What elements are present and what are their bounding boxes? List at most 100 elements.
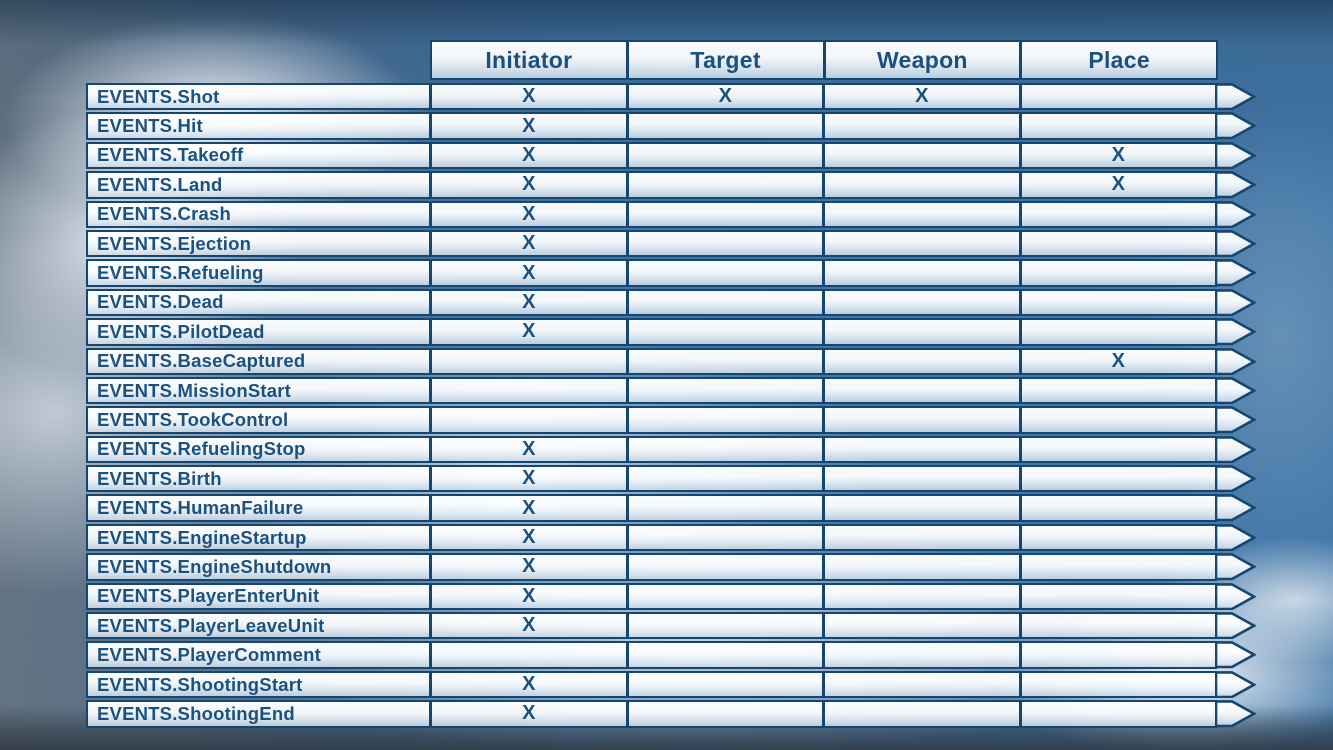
- row-arrow-tip-icon: [1216, 200, 1256, 228]
- table-row: EVENTS.TookControl: [86, 406, 1256, 434]
- mark-cell-target: [625, 320, 823, 344]
- mark-cell-initiator: X: [429, 173, 626, 197]
- mark-cell-weapon: [822, 643, 1019, 667]
- event-name-label: EVENTS.PilotDead: [97, 320, 265, 342]
- mark-cell-weapon: [822, 202, 1019, 226]
- mark-cell-weapon: [822, 614, 1019, 638]
- table-row: EVENTS.HumanFailure X: [86, 494, 1256, 522]
- mark-cell-place: X: [1018, 143, 1216, 168]
- mark-cell-place: [1018, 85, 1216, 109]
- row-arrow-tip-icon: [1216, 435, 1256, 463]
- mark-cell-initiator: X: [429, 290, 626, 315]
- mark-cell-target: [625, 261, 823, 285]
- mark-cell-target: [625, 614, 823, 638]
- row-banner: EVENTS.Crash X: [86, 200, 1218, 228]
- row-arrow-tip-icon: [1216, 230, 1256, 258]
- row-arrow-tip-icon: [1216, 112, 1256, 140]
- row-arrow-tip-icon: [1216, 494, 1256, 522]
- event-name-label: EVENTS.ShootingEnd: [97, 702, 295, 724]
- event-name-label: EVENTS.BaseCaptured: [97, 350, 306, 372]
- mark-cell-place: [1018, 437, 1216, 462]
- table-row: EVENTS.Ejection X: [86, 229, 1256, 258]
- event-name-label: EVENTS.Ejection: [97, 232, 252, 254]
- event-name-label: EVENTS.Dead: [97, 291, 224, 313]
- event-name-label: EVENTS.Takeoff: [97, 144, 244, 166]
- mark-cell-place: X: [1018, 349, 1216, 373]
- row-arrow-tip-icon: [1216, 259, 1256, 287]
- mark-cell-target: [625, 143, 823, 168]
- row-banner: EVENTS.PlayerLeaveUnit X: [86, 612, 1218, 640]
- mark-cell-place: [1018, 614, 1216, 638]
- mark-cell-place: [1018, 202, 1216, 226]
- mark-cell-place: [1018, 525, 1216, 550]
- row-banner: EVENTS.ShootingStart X: [86, 670, 1218, 699]
- mark-cell-place: [1018, 378, 1216, 403]
- column-header-target: Target: [625, 42, 823, 78]
- mark-cell-place: [1018, 643, 1216, 667]
- mark-cell-place: [1018, 584, 1216, 609]
- mark-cell-target: [625, 408, 823, 432]
- mark-cell-weapon: [822, 349, 1019, 373]
- mark-cell-weapon: [822, 437, 1019, 462]
- row-banner: EVENTS.PlayerEnterUnit X: [86, 582, 1218, 611]
- mark-cell-initiator: X: [429, 85, 626, 109]
- mark-cell-weapon: X: [822, 85, 1019, 109]
- mark-cell-place: [1018, 261, 1216, 285]
- mark-cell-initiator: X: [429, 555, 626, 579]
- event-name-label: EVENTS.RefuelingStop: [97, 438, 306, 460]
- mark-cell-weapon: [822, 143, 1019, 168]
- table-row: EVENTS.RefuelingStop X: [86, 435, 1256, 464]
- row-banner: EVENTS.Takeoff X X: [86, 141, 1218, 170]
- mark-cell-weapon: [822, 467, 1019, 491]
- mark-cell-weapon: [822, 290, 1019, 315]
- mark-cell-target: [625, 378, 823, 403]
- mark-cell-target: [625, 672, 823, 697]
- row-banner: EVENTS.Hit X: [86, 112, 1218, 140]
- mark-cell-initiator: X: [429, 231, 626, 256]
- mark-cell-place: [1018, 114, 1216, 138]
- mark-cell-weapon: [822, 584, 1019, 609]
- mark-cell-weapon: [822, 672, 1019, 697]
- event-name-label: EVENTS.PlayerComment: [97, 644, 322, 666]
- row-banner: EVENTS.BaseCaptured X: [86, 347, 1218, 375]
- row-arrow-tip-icon: [1216, 465, 1256, 493]
- mark-cell-target: X: [625, 85, 823, 109]
- mark-cell-initiator: [429, 408, 626, 432]
- mark-cell-weapon: [822, 320, 1019, 344]
- mark-cell-place: [1018, 408, 1216, 432]
- mark-cell-weapon: [822, 555, 1019, 579]
- mark-cell-weapon: [822, 261, 1019, 285]
- mark-cell-target: [625, 202, 823, 226]
- event-name-label: EVENTS.HumanFailure: [97, 497, 304, 519]
- row-banner: EVENTS.Dead X: [86, 288, 1218, 317]
- mark-cell-place: [1018, 672, 1216, 697]
- row-banner: EVENTS.ShootingEnd X: [86, 700, 1218, 728]
- row-banner: EVENTS.RefuelingStop X: [86, 435, 1218, 464]
- table-row: EVENTS.Hit X: [86, 112, 1256, 140]
- mark-cell-initiator: X: [429, 496, 626, 520]
- mark-cell-initiator: X: [429, 437, 626, 462]
- table-row: EVENTS.PlayerEnterUnit X: [86, 582, 1256, 611]
- event-name-label: EVENTS.PlayerLeaveUnit: [97, 614, 325, 636]
- mark-cell-weapon: [822, 378, 1019, 403]
- mark-cell-target: [625, 114, 823, 138]
- event-name-label: EVENTS.EngineShutdown: [97, 555, 332, 577]
- mark-cell-weapon: [822, 231, 1019, 256]
- mark-cell-place: [1018, 467, 1216, 491]
- table-row: EVENTS.ShootingEnd X: [86, 700, 1256, 728]
- row-banner: EVENTS.EngineShutdown X: [86, 553, 1218, 581]
- event-name-label: EVENTS.MissionStart: [97, 379, 291, 401]
- mark-cell-initiator: [429, 349, 626, 373]
- mark-cell-target: [625, 467, 823, 491]
- mark-cell-place: [1018, 555, 1216, 579]
- event-name-label: EVENTS.TookControl: [97, 408, 289, 430]
- row-arrow-tip-icon: [1216, 553, 1256, 581]
- mark-cell-initiator: X: [429, 584, 626, 609]
- table-row: EVENTS.PlayerComment: [86, 641, 1256, 669]
- column-header-weapon: Weapon: [822, 42, 1020, 78]
- row-arrow-tip-icon: [1216, 377, 1256, 405]
- row-arrow-tip-icon: [1216, 612, 1256, 640]
- event-name-label: EVENTS.Birth: [97, 467, 222, 489]
- table-row: EVENTS.Refueling X: [86, 259, 1256, 287]
- event-name-label: EVENTS.PlayerEnterUnit: [97, 585, 320, 607]
